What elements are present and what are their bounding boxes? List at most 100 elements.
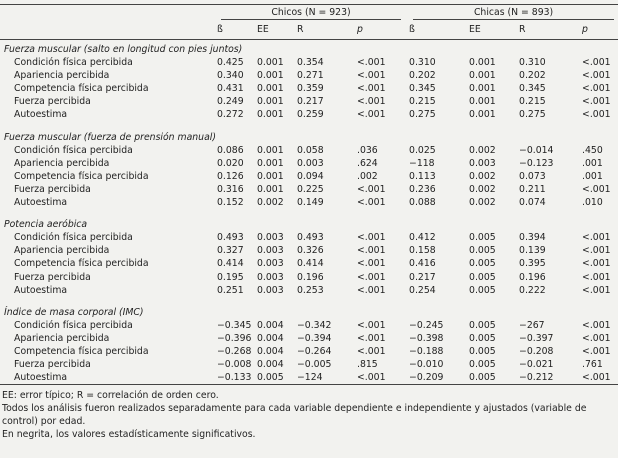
cell-value: .815 xyxy=(357,359,378,371)
cell-value: 0.004 xyxy=(257,319,284,331)
cell-value: 0.211 xyxy=(519,183,546,195)
cell-value: <.001 xyxy=(357,332,386,344)
empty-cell xyxy=(0,21,213,40)
section-title: Fuerza muscular (fuerza de prensión manu… xyxy=(4,131,216,143)
cell-value: 0.094 xyxy=(297,170,324,182)
column-header: ß xyxy=(213,21,253,40)
cell-value: −0.394 xyxy=(297,332,332,344)
data-row: Autoestima −0.133 0.005 −124 <.001 −0.209 0.00… xyxy=(0,371,618,385)
column-header: R xyxy=(515,21,579,40)
row-label: Condición física percibida xyxy=(14,319,133,331)
cell-value: 0.001 xyxy=(257,144,284,156)
cell-value: −0.268 xyxy=(217,345,252,357)
row-label: Fuerza percibida xyxy=(14,96,91,108)
cell-value: <.001 xyxy=(357,372,386,384)
cell-value: .001 xyxy=(582,157,603,169)
cell-value: −0.396 xyxy=(217,332,252,344)
cell-value: <.001 xyxy=(582,258,611,270)
row-label: Condición física percibida xyxy=(14,232,133,244)
section-title: Fuerza muscular (salto en longitud con p… xyxy=(4,44,243,55)
cell-value: <.001 xyxy=(357,83,386,95)
cell-value: 0.158 xyxy=(409,245,436,257)
cell-value: 0.020 xyxy=(217,157,244,169)
row-label: Competencia física percibida xyxy=(14,258,149,270)
cell-value: 0.001 xyxy=(257,83,284,95)
data-row: Condición física percibida 0.086 0.001 0.05… xyxy=(0,144,618,157)
cell-value: <.001 xyxy=(357,245,386,257)
group-header: Chicos (N = 923) xyxy=(213,5,405,22)
cell-value: 0.074 xyxy=(519,197,546,209)
cell-value: 0.275 xyxy=(409,109,436,121)
cell-value: 0.005 xyxy=(469,245,496,257)
cell-value: 0.249 xyxy=(217,96,244,108)
cell-value: 0.217 xyxy=(409,271,436,283)
cell-value: 0.001 xyxy=(469,70,496,82)
cell-value: 0.275 xyxy=(519,109,546,121)
cell-value: 0.005 xyxy=(469,232,496,244)
cell-value: 0.236 xyxy=(409,183,436,195)
cell-value: <.001 xyxy=(357,258,386,270)
cell-value: 0.414 xyxy=(217,258,244,270)
cell-value: <.001 xyxy=(582,345,611,357)
cell-value: 0.425 xyxy=(217,57,244,69)
data-row: Autoestima 0.272 0.001 0.259 <.001 0.275 0.001… xyxy=(0,108,618,121)
cell-value: 0.003 xyxy=(257,271,284,283)
row-label: Apariencia percibida xyxy=(14,245,110,257)
cell-value: 0.003 xyxy=(257,232,284,244)
cell-value: 0.002 xyxy=(257,197,284,209)
empty-cell xyxy=(0,5,213,22)
cell-value: 0.271 xyxy=(297,70,324,82)
cell-value: .450 xyxy=(582,144,603,156)
data-row: Apariencia percibida 0.340 0.001 0.271 <.001… xyxy=(0,69,618,82)
cell-value: 0.196 xyxy=(297,271,324,283)
cell-value: <.001 xyxy=(357,345,386,357)
cell-value: −124 xyxy=(297,372,323,384)
row-label: Apariencia percibida xyxy=(14,70,110,82)
cell-value: 0.195 xyxy=(217,271,244,283)
cell-value: 0.001 xyxy=(469,109,496,121)
cell-value: <.001 xyxy=(357,271,386,283)
data-row: Competencia física percibida 0.126 0.001 0.… xyxy=(0,170,618,183)
cell-value: −0.188 xyxy=(409,345,444,357)
cell-value: <.001 xyxy=(582,232,611,244)
cell-value: −0.342 xyxy=(297,319,332,331)
cell-value: 0.251 xyxy=(217,284,244,296)
row-label: Fuerza percibida xyxy=(14,359,91,371)
group-header-row: Chicos (N = 923) Chicas (N = 893) xyxy=(0,5,618,22)
cell-value: 0.001 xyxy=(257,170,284,182)
cell-value: 0.001 xyxy=(469,96,496,108)
column-header: EE xyxy=(253,21,293,40)
cell-value: −0.010 xyxy=(409,359,444,371)
cell-value: 0.225 xyxy=(297,183,324,195)
section-row: Índice de masa corporal (IMC) xyxy=(0,297,618,319)
cell-value: 0.005 xyxy=(469,332,496,344)
cell-value: −0.212 xyxy=(519,372,554,384)
cell-value: 0.088 xyxy=(409,197,436,209)
cell-value: 0.493 xyxy=(297,232,324,244)
cell-value: 0.005 xyxy=(469,258,496,270)
cell-value: 0.196 xyxy=(519,271,546,283)
cell-value: −0.398 xyxy=(409,332,444,344)
section-row: Fuerza muscular (salto en longitud con p… xyxy=(0,40,618,57)
table-body: Fuerza muscular (salto en longitud con p… xyxy=(0,40,618,385)
cell-value: <.001 xyxy=(582,245,611,257)
data-row: Autoestima 0.152 0.002 0.149 <.001 0.088 0.002… xyxy=(0,196,618,209)
cell-value: −0.345 xyxy=(217,319,252,331)
cell-value: 0.340 xyxy=(217,70,244,82)
cell-value: .002 xyxy=(357,170,378,182)
cell-value: −0.208 xyxy=(519,345,554,357)
cell-value: 0.001 xyxy=(469,57,496,69)
cell-value: <.001 xyxy=(357,284,386,296)
row-label: Condición física percibida xyxy=(14,144,133,156)
cell-value: 0.272 xyxy=(217,109,244,121)
row-label: Competencia física percibida xyxy=(14,345,149,357)
cell-value: 0.259 xyxy=(297,109,324,121)
cell-value: .010 xyxy=(582,197,603,209)
cell-value: 0.310 xyxy=(519,57,546,69)
column-header: R xyxy=(293,21,353,40)
cell-value: 0.310 xyxy=(409,57,436,69)
data-row: Condición física percibida 0.425 0.001 0.35… xyxy=(0,56,618,69)
cell-value: <.001 xyxy=(582,83,611,95)
